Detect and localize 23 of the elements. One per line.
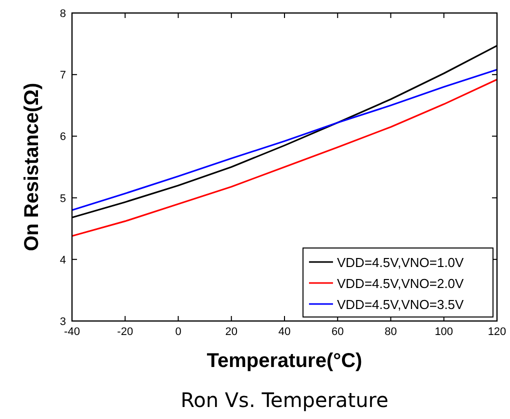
y-tick-label: 3 xyxy=(60,316,66,328)
y-tick-label: 8 xyxy=(60,8,66,20)
x-tick-label: 0 xyxy=(175,326,182,338)
legend-label: VDD=4.5V,VNO=2.0V xyxy=(337,276,464,291)
text: Ron Vs. Temperature xyxy=(180,388,388,412)
x-axis-title: Temperature(°C) xyxy=(206,350,362,372)
y-tick-label: 4 xyxy=(60,254,66,266)
x-tick-label: 40 xyxy=(278,326,291,338)
x-tick-label: 120 xyxy=(488,326,506,338)
x-tick-label: 60 xyxy=(332,326,344,338)
y-tick-label: 7 xyxy=(60,70,66,82)
x-tick-label: 80 xyxy=(384,326,397,338)
x-tick-label: -40 xyxy=(64,326,80,338)
x-tick-label: -20 xyxy=(117,326,134,338)
legend-label: VDD=4.5V,VNO=1.0V xyxy=(337,255,464,270)
line-series xyxy=(71,68,498,211)
y-tick-label: 5 xyxy=(60,192,66,205)
y-tick-label: 6 xyxy=(60,131,66,144)
line-series xyxy=(71,78,498,237)
y-axis-title: On Resistance(Ω) xyxy=(21,82,43,252)
x-tick-label: 100 xyxy=(434,326,454,338)
x-tick-label: 20 xyxy=(225,326,238,338)
legend-label: VDD=4.5V,VNO=3.5V xyxy=(337,297,464,312)
